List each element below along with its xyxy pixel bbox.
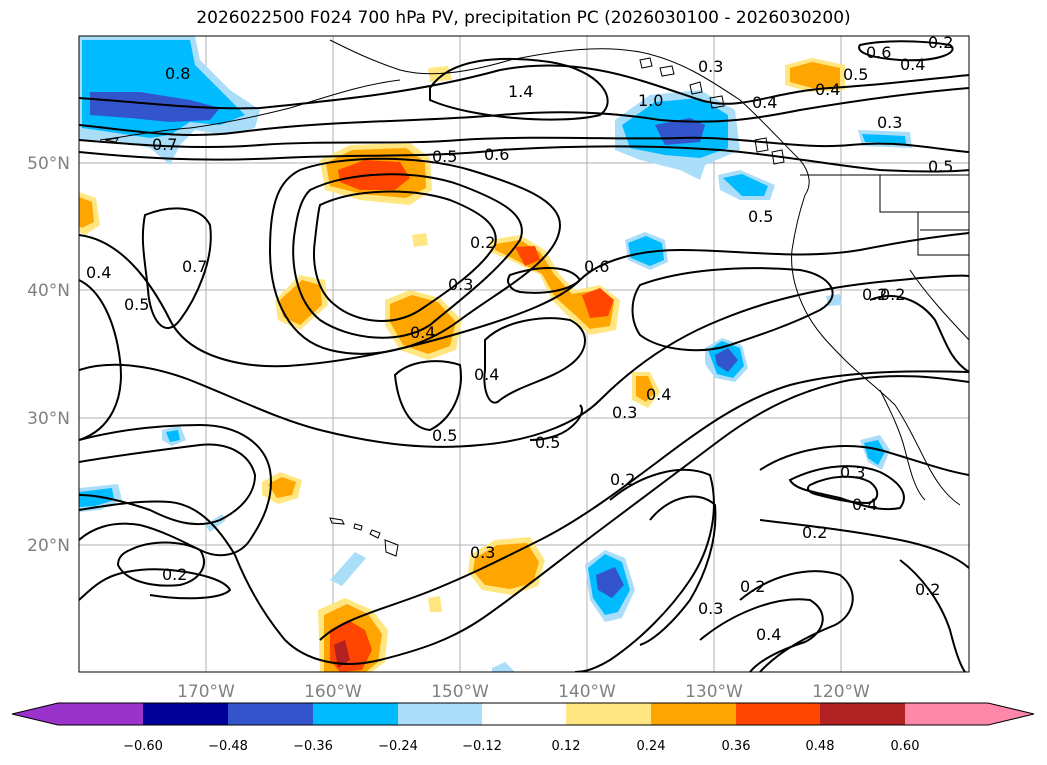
contour-label: 0.5 <box>535 433 560 452</box>
contour-label: 0.6 <box>584 257 609 276</box>
lon-label: 140°W <box>558 682 616 702</box>
contour-label: 0.4 <box>852 495 877 514</box>
contour-label: 0.5 <box>432 147 457 166</box>
colorbar-tick-label: 0.36 <box>722 739 751 754</box>
contour-label: 0.5 <box>928 157 953 176</box>
contour-label: 0.4 <box>474 365 499 384</box>
contour-label: 0.2 <box>862 285 887 304</box>
precip-negative-areas <box>79 36 912 672</box>
contour-label: 1.4 <box>508 82 533 101</box>
colorbar-segment <box>313 703 398 725</box>
colorbar-segment <box>398 703 482 725</box>
map-panel: 0.8 1.4 0.6 0.2 0.3 0.5 0.4 1.0 0.7 0.5 … <box>78 33 970 673</box>
contour-label: 0.3 <box>698 599 723 618</box>
colorbar-segment <box>143 703 228 725</box>
lat-label: 50°N <box>27 154 70 174</box>
contour-label: 0.2 <box>880 285 905 304</box>
pv-contours <box>79 40 969 672</box>
colorbar-segment <box>228 703 313 725</box>
map-title: 2026022500 F024 700 hPa PV, precipitatio… <box>196 8 851 28</box>
contour-label: 0.7 <box>152 135 177 154</box>
contour-label: 0.4 <box>86 263 111 282</box>
colorbar-tick-label: 0.48 <box>806 739 835 754</box>
contour-label: 0.3 <box>840 463 865 482</box>
colorbar-tick-label: −0.48 <box>208 739 248 754</box>
contour-label: 0.5 <box>748 207 773 226</box>
contour-label: 0.6 <box>866 43 891 62</box>
contour-label: 0.2 <box>740 577 765 596</box>
contour-label: 0.3 <box>470 543 495 562</box>
lon-label: 160°W <box>304 682 362 702</box>
contour-label: 0.3 <box>877 113 902 132</box>
colorbar-segment <box>820 703 905 725</box>
longitude-labels: 170°W 160°W 150°W 140°W 130°W 120°W <box>177 682 870 702</box>
colorbar-segment <box>482 703 566 725</box>
colorbar-tick-label: 0.60 <box>891 739 920 754</box>
contour-label: 0.2 <box>162 565 187 584</box>
contour-label: 0.4 <box>752 93 777 112</box>
contour-labels: 0.8 1.4 0.6 0.2 0.3 0.5 0.4 1.0 0.7 0.5 … <box>86 33 953 644</box>
latitude-labels: 50°N 40°N 30°N 20°N <box>27 154 70 556</box>
contour-label: 0.3 <box>698 57 723 76</box>
contour-label: 0.4 <box>815 80 840 99</box>
colorbar-outline <box>11 702 1035 726</box>
contour-label: 0.7 <box>182 257 207 276</box>
lon-label: 130°W <box>685 682 743 702</box>
colorbar-segment <box>566 703 651 725</box>
lon-label: 150°W <box>431 682 489 702</box>
colorbar-extend-low <box>12 703 58 725</box>
contour-label: 0.6 <box>484 145 509 164</box>
colorbar-extend-high <box>988 703 1034 725</box>
contour-label: 0.2 <box>470 233 495 252</box>
colorbar-segment <box>58 703 143 725</box>
lon-label: 170°W <box>177 682 235 702</box>
colorbar-tick-label: 0.24 <box>637 739 666 754</box>
colorbar-tick-label: 0.12 <box>552 739 581 754</box>
contour-label: 1.0 <box>638 91 663 110</box>
contour-label: 0.4 <box>410 323 435 342</box>
contour-label: 0.5 <box>432 426 457 445</box>
contour-label: 0.2 <box>610 470 635 489</box>
contour-label: 0.3 <box>448 275 473 294</box>
contour-label: 0.5 <box>124 295 149 314</box>
lat-label: 40°N <box>27 281 70 301</box>
colorbar-tick-label: −0.24 <box>378 739 418 754</box>
lon-label: 120°W <box>812 682 870 702</box>
contour-label: 0.5 <box>843 65 868 84</box>
contour-label: 0.4 <box>646 385 671 404</box>
contour-label: 0.4 <box>756 625 781 644</box>
lat-label: 20°N <box>27 536 70 556</box>
colorbar-segment <box>736 703 820 725</box>
colorbar-tick-label: −0.36 <box>293 739 333 754</box>
colorbar-segment <box>905 703 988 725</box>
colorbar-segment <box>651 703 736 725</box>
contour-label: 0.2 <box>915 580 940 599</box>
coastlines <box>99 39 969 557</box>
contour-label: 0.4 <box>900 55 925 74</box>
contour-label: 0.8 <box>165 64 190 83</box>
contour-label: 0.2 <box>802 523 827 542</box>
colorbar <box>11 702 1035 726</box>
lat-label: 30°N <box>27 409 70 429</box>
map-frame <box>78 35 970 673</box>
colorbar-tick-label: −0.60 <box>123 739 163 754</box>
colorbar-tick-label: −0.12 <box>462 739 502 754</box>
colorbar-ticks: −0.60 −0.48 −0.36 −0.24 −0.12 0.12 0.24 … <box>123 739 919 754</box>
contour-label: 0.2 <box>928 33 953 52</box>
contour-label: 0.3 <box>612 403 637 422</box>
